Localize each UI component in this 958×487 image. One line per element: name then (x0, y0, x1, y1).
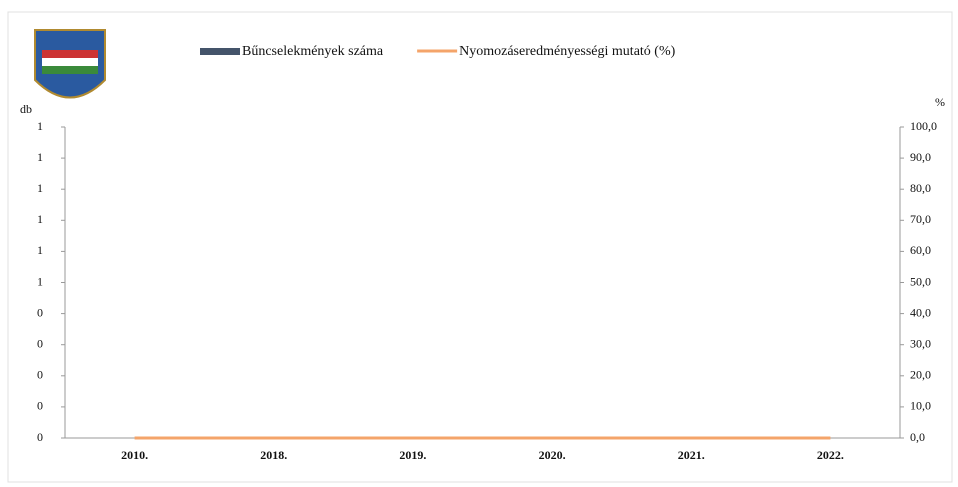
legend-label: Bűncselekmények száma (242, 44, 384, 59)
x-tick-label: 2022. (817, 448, 844, 462)
y-tick-label: 0 (37, 399, 43, 413)
x-tick-label: 2010. (121, 448, 148, 462)
logo (34, 29, 106, 99)
chart-frame (7, 11, 953, 483)
x-tick-label: 2021. (678, 448, 705, 462)
y2-axis-label: % (935, 95, 945, 109)
y2-tick-label: 0,0 (910, 430, 925, 444)
y2-tick-label: 10,0 (910, 399, 931, 413)
x-tick-label: 2020. (539, 448, 566, 462)
y-tick-label: 0 (37, 368, 43, 382)
x-tick-label: 2018. (260, 448, 287, 462)
x-tick-label: 2019. (399, 448, 426, 462)
legend-swatch (200, 48, 240, 55)
y-tick-label: 1 (37, 119, 43, 133)
y-tick-label: 1 (37, 181, 43, 195)
y2-tick-label: 100,0 (910, 119, 937, 133)
y2-tick-label: 30,0 (910, 336, 931, 350)
y2-tick-label: 80,0 (910, 181, 931, 195)
y-tick-label: 1 (37, 150, 43, 164)
y-tick-label: 0 (37, 430, 43, 444)
y2-tick-label: 50,0 (910, 274, 931, 288)
y-tick-label: 1 (37, 212, 43, 226)
y-axis-label: db (20, 102, 32, 116)
y2-tick-label: 40,0 (910, 305, 931, 319)
y-tick-label: 1 (37, 243, 43, 257)
y2-tick-label: 90,0 (910, 150, 931, 164)
legend-label: Nyomozáseredményességi mutató (%) (459, 44, 675, 59)
y2-tick-label: 70,0 (910, 212, 931, 226)
y2-tick-label: 60,0 (910, 243, 931, 257)
y2-tick-label: 20,0 (910, 368, 931, 382)
y-tick-label: 0 (37, 305, 43, 319)
y-tick-label: 1 (37, 274, 43, 288)
y-tick-label: 0 (37, 336, 43, 350)
